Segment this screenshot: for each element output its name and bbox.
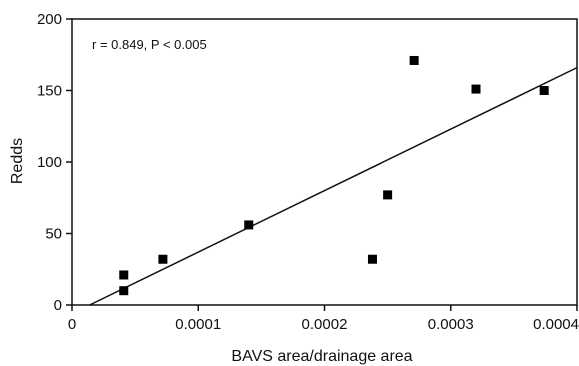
y-tick-label: 100 (37, 154, 62, 171)
correlation-annotation: r = 0.849, P < 0.005 (92, 37, 207, 52)
data-points (119, 55, 549, 296)
x-tick-label: 0 (68, 316, 76, 333)
data-point (244, 220, 254, 230)
trendline (89, 66, 578, 306)
y-tick-label: 200 (37, 11, 62, 28)
data-point (471, 84, 481, 94)
y-tick-label: 50 (45, 226, 62, 243)
data-point (367, 254, 377, 264)
plot-frame (71, 18, 578, 306)
axes: 0 50 100 150 200 0 0.0001 0.0002 0.0003 0.0004 (37, 11, 579, 333)
x-tick-label: 0.0002 (302, 316, 348, 333)
x-tick-label: 0.0004 (533, 316, 579, 333)
data-point (539, 86, 549, 95)
data-point (409, 55, 419, 65)
x-tick-label: 0.0003 (428, 316, 474, 333)
y-tick-label: 150 (37, 83, 62, 100)
trendline-group (89, 66, 578, 306)
data-point (119, 286, 129, 296)
data-point (158, 254, 168, 264)
y-tick-label: 0 (54, 297, 62, 314)
y-axis-title: Redds (9, 138, 26, 184)
x-tick-label: 0.0001 (175, 316, 221, 333)
data-point (383, 190, 393, 200)
x-axis-title: BAVS area/drainage area (231, 348, 412, 365)
data-point (119, 270, 129, 280)
